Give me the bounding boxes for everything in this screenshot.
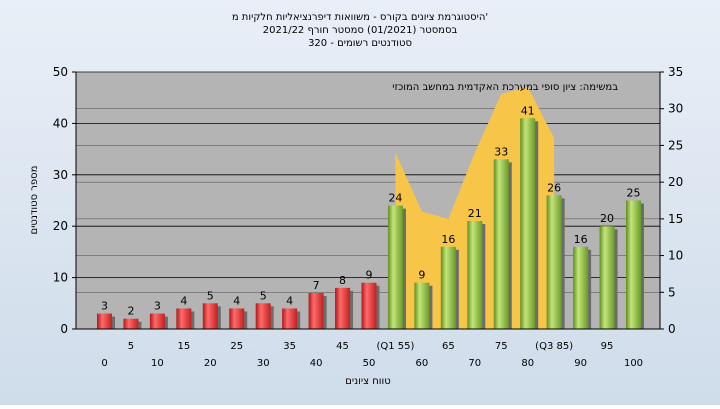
- bar-value-label: 7: [313, 279, 320, 292]
- x-axis-label: טווח ציונים: [345, 376, 390, 387]
- x-tick-label-upper: 95: [601, 341, 614, 352]
- bar: [467, 221, 483, 329]
- y-tick-label: 30: [53, 168, 68, 182]
- x-tick-label-lower: 40: [310, 358, 323, 369]
- y2-tick-label: 25: [668, 138, 683, 152]
- chart-title-line-3: סטודנטים רשומים - 320: [308, 38, 412, 49]
- y2-tick-label: 35: [668, 65, 683, 79]
- bar-value-label: 4: [286, 294, 293, 307]
- y-tick-label: 20: [53, 219, 68, 233]
- x-tick-label-lower: 100: [624, 358, 643, 369]
- y-tick-label: 10: [53, 271, 68, 285]
- bar-value-label: 4: [233, 294, 240, 307]
- bar-value-label: 25: [627, 187, 641, 200]
- bar-series: [97, 118, 644, 329]
- x-tick-label-lower: 0: [101, 358, 107, 369]
- bar: [361, 282, 377, 329]
- y2-tick-label: 0: [668, 322, 676, 336]
- x-tick-label-upper: (Q3 85): [535, 341, 573, 352]
- bar-value-label: 16: [441, 233, 455, 246]
- bar: [546, 195, 562, 329]
- bar: [335, 287, 351, 329]
- bar-value-label: 9: [418, 269, 425, 282]
- x-axis-ticks: 0 10 20 30 40 50 60 70 80 90 100 5 15 25 35 45 (Q1 55) 65…: [101, 341, 643, 369]
- bar: [97, 313, 112, 329]
- bar-value-label: 2: [127, 305, 134, 318]
- x-tick-label-upper: 45: [336, 341, 349, 352]
- bar: [573, 246, 589, 329]
- x-tick-label-upper: 5: [128, 341, 134, 352]
- bar: [123, 318, 139, 329]
- y-axis-ticks: 0 10 20 30 40 50: [53, 65, 76, 336]
- bar: [149, 313, 165, 329]
- bar-value-label: 3: [101, 300, 108, 313]
- bar: [202, 303, 218, 329]
- bar-value-label: 41: [521, 104, 535, 117]
- bar: [414, 282, 430, 329]
- x-tick-label-upper: 15: [177, 341, 190, 352]
- y2-tick-label: 30: [668, 102, 683, 116]
- bar-value-label: 21: [468, 207, 482, 220]
- y-tick-label: 40: [53, 116, 68, 130]
- bar-value-label: 9: [366, 269, 373, 282]
- bar: [308, 293, 324, 329]
- bar: [440, 246, 456, 329]
- bar-value-label: 33: [494, 145, 508, 158]
- bar: [520, 118, 536, 329]
- x-tick-label-lower: 80: [521, 358, 534, 369]
- y2-axis-ticks: 0 5 10 15 20 25 30 35: [660, 65, 683, 336]
- bar-value-labels: 3 2 3 4 5 4 5 4 7 8 9 24 9 16 21 33 41 26 16 20 25: [101, 104, 641, 317]
- bar: [176, 308, 192, 329]
- x-tick-label-lower: 20: [204, 358, 217, 369]
- bar-value-label: 8: [339, 274, 346, 287]
- x-tick-label-upper: 75: [495, 341, 508, 352]
- chart-title-line-2: בסמסטר (01/2021) סמסטר חורף 2021/22: [263, 25, 458, 36]
- bar-value-label: 24: [388, 192, 402, 205]
- x-tick-label-upper: 35: [283, 341, 296, 352]
- x-tick-label-lower: 30: [257, 358, 270, 369]
- bar: [282, 308, 298, 329]
- bar: [626, 200, 641, 329]
- bar-value-label: 3: [154, 300, 161, 313]
- bar-value-label: 16: [574, 233, 588, 246]
- area-series: [395, 86, 555, 329]
- x-tick-label-upper: 65: [442, 341, 455, 352]
- y2-tick-label: 20: [668, 175, 683, 189]
- x-tick-label-lower: 70: [468, 358, 481, 369]
- y-tick-label: 50: [53, 65, 68, 79]
- x-tick-label-lower: 50: [363, 358, 376, 369]
- bar: [255, 303, 271, 329]
- bar: [599, 226, 615, 329]
- bar: [493, 159, 509, 329]
- y2-tick-label: 5: [668, 285, 676, 299]
- bar-value-label: 5: [260, 289, 267, 302]
- bar-value-label: 26: [547, 181, 561, 194]
- x-tick-label-lower: 60: [416, 358, 429, 369]
- y-tick-label: 0: [60, 322, 68, 336]
- y2-tick-label: 10: [668, 249, 683, 263]
- area-fill: [395, 86, 555, 329]
- y2-tick-label: 15: [668, 212, 683, 226]
- x-tick-label-upper: 25: [230, 341, 243, 352]
- x-tick-label-upper: (Q1 55): [376, 341, 414, 352]
- bar-value-label: 20: [600, 212, 614, 225]
- chart-title-line-1: היסטוגרמת ציונים בקורס - משוואות דיפרנצי…: [232, 12, 488, 23]
- bar: [387, 205, 403, 329]
- chart-annotation: במשימה: ציון סופי במערכת האקדמית במחשב ה…: [392, 82, 618, 93]
- x-tick-label-lower: 10: [151, 358, 164, 369]
- bar-value-label: 5: [207, 289, 214, 302]
- bar: [229, 308, 245, 329]
- y-axis-label: מספר סטודנטים: [29, 166, 40, 235]
- x-tick-label-lower: 90: [574, 358, 587, 369]
- bar-value-label: 4: [180, 294, 187, 307]
